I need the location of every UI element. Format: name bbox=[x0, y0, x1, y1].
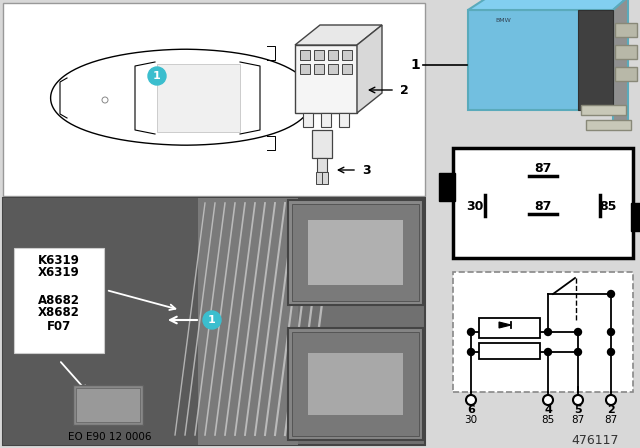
Bar bbox=[198, 198, 298, 445]
Bar bbox=[321, 113, 331, 127]
Circle shape bbox=[543, 395, 553, 405]
Circle shape bbox=[573, 395, 583, 405]
Bar bbox=[308, 353, 403, 415]
Circle shape bbox=[607, 349, 614, 356]
Bar bbox=[292, 204, 419, 301]
Circle shape bbox=[467, 328, 474, 336]
Bar bbox=[3, 3, 425, 196]
Circle shape bbox=[148, 67, 166, 85]
Circle shape bbox=[545, 328, 552, 336]
Polygon shape bbox=[468, 0, 628, 10]
Bar bbox=[479, 318, 540, 338]
Bar bbox=[76, 388, 140, 422]
Bar bbox=[631, 203, 640, 231]
Bar bbox=[468, 10, 613, 110]
Bar bbox=[615, 45, 637, 59]
Text: 85: 85 bbox=[599, 199, 617, 212]
Circle shape bbox=[607, 290, 614, 297]
Bar bbox=[288, 328, 423, 440]
Bar bbox=[292, 332, 419, 436]
Text: BMW: BMW bbox=[495, 17, 511, 22]
Bar bbox=[342, 50, 352, 60]
Polygon shape bbox=[613, 0, 628, 130]
Bar bbox=[328, 64, 338, 74]
Circle shape bbox=[102, 97, 108, 103]
Bar bbox=[300, 64, 310, 74]
Bar bbox=[157, 64, 240, 132]
Text: 1: 1 bbox=[153, 71, 161, 81]
Bar bbox=[322, 172, 328, 184]
Circle shape bbox=[575, 328, 582, 336]
Bar bbox=[316, 172, 322, 184]
Circle shape bbox=[467, 349, 474, 356]
Bar bbox=[453, 148, 633, 258]
Bar bbox=[14, 248, 104, 353]
Circle shape bbox=[545, 349, 552, 356]
Circle shape bbox=[575, 349, 582, 356]
Bar bbox=[339, 113, 349, 127]
Text: 2: 2 bbox=[400, 83, 409, 96]
Text: 4: 4 bbox=[544, 405, 552, 415]
Bar bbox=[300, 50, 310, 60]
Bar bbox=[615, 23, 637, 37]
Bar bbox=[342, 64, 352, 74]
Text: 85: 85 bbox=[541, 415, 555, 425]
Text: EO E90 12 0006: EO E90 12 0006 bbox=[68, 432, 152, 442]
Text: 476117: 476117 bbox=[572, 434, 619, 447]
Text: 87: 87 bbox=[534, 199, 552, 212]
Circle shape bbox=[607, 328, 614, 336]
Bar bbox=[479, 343, 540, 359]
Text: 2: 2 bbox=[607, 405, 615, 415]
Text: 87: 87 bbox=[534, 161, 552, 175]
Bar bbox=[3, 198, 425, 445]
Polygon shape bbox=[357, 25, 382, 113]
Text: 3: 3 bbox=[362, 164, 371, 177]
Polygon shape bbox=[295, 25, 382, 45]
Bar bbox=[73, 385, 143, 425]
Text: 1: 1 bbox=[410, 58, 420, 72]
Text: F07: F07 bbox=[47, 319, 71, 332]
Bar bbox=[578, 10, 613, 110]
Polygon shape bbox=[499, 322, 511, 328]
Bar bbox=[314, 64, 324, 74]
Bar bbox=[3, 198, 198, 445]
Text: X6319: X6319 bbox=[38, 267, 80, 280]
Bar bbox=[453, 272, 633, 392]
Text: 30: 30 bbox=[467, 199, 484, 212]
Bar bbox=[308, 220, 403, 285]
Bar bbox=[295, 45, 357, 113]
Circle shape bbox=[606, 395, 616, 405]
Text: 30: 30 bbox=[465, 415, 477, 425]
Text: 1: 1 bbox=[208, 315, 216, 325]
Text: A8682: A8682 bbox=[38, 293, 80, 306]
Bar bbox=[586, 120, 631, 130]
Bar bbox=[317, 158, 327, 172]
Text: 87: 87 bbox=[604, 415, 618, 425]
Text: 5: 5 bbox=[574, 405, 582, 415]
Text: 87: 87 bbox=[572, 415, 584, 425]
Bar bbox=[615, 67, 637, 81]
Text: K6319: K6319 bbox=[38, 254, 80, 267]
Circle shape bbox=[203, 311, 221, 329]
Bar bbox=[312, 130, 332, 158]
Bar bbox=[314, 50, 324, 60]
Text: X8682: X8682 bbox=[38, 306, 80, 319]
Bar bbox=[328, 50, 338, 60]
Bar bbox=[303, 113, 313, 127]
Bar bbox=[439, 173, 455, 201]
Text: 6: 6 bbox=[467, 405, 475, 415]
Circle shape bbox=[466, 395, 476, 405]
Bar bbox=[288, 200, 423, 305]
Bar bbox=[581, 105, 626, 115]
